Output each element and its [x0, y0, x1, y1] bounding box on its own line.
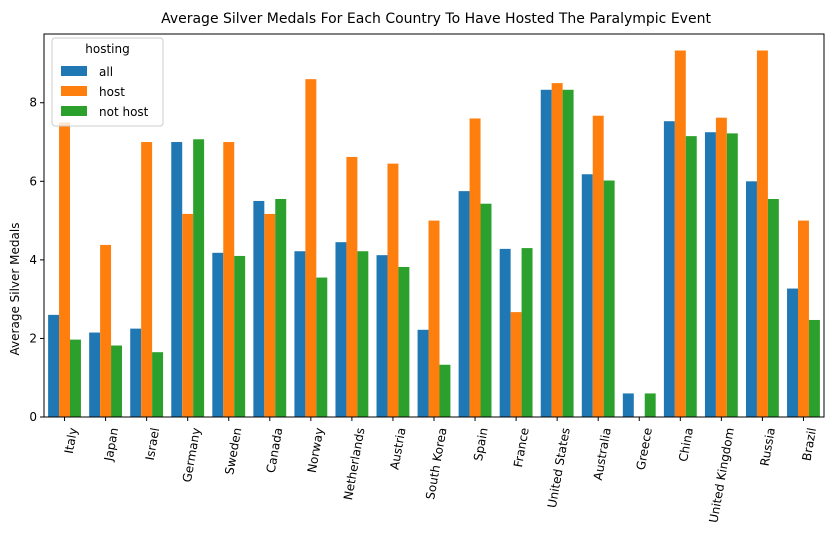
bar — [592, 115, 604, 418]
legend-swatch — [61, 86, 87, 96]
bar — [644, 393, 656, 417]
bar — [540, 89, 552, 417]
y-tick-label: 0 — [29, 410, 37, 424]
x-tick-label: Italy — [62, 427, 80, 455]
bar — [182, 213, 194, 417]
bar — [70, 339, 81, 417]
x-tick-label: United Kingdom — [706, 427, 737, 524]
legend-label: host — [99, 85, 125, 99]
legend-label: not host — [99, 105, 149, 119]
bar — [439, 364, 451, 417]
bar — [756, 50, 768, 417]
bar — [171, 142, 183, 417]
bar — [715, 117, 727, 418]
y-tick-label: 6 — [29, 174, 37, 188]
bar — [316, 277, 328, 417]
bar — [212, 252, 224, 417]
bar — [480, 203, 492, 417]
bar — [521, 248, 533, 417]
bar — [562, 89, 574, 417]
bar — [510, 312, 522, 417]
x-tick-label: Canada — [264, 427, 286, 474]
bar — [275, 198, 287, 417]
legend-label: all — [99, 65, 113, 79]
legend: hosting all host not host — [51, 37, 164, 127]
bar — [89, 332, 101, 417]
plot-frame — [43, 33, 825, 418]
bar — [428, 220, 440, 417]
y-tick-label: 4 — [29, 253, 37, 267]
legend-title: hosting — [85, 42, 129, 56]
x-tick-label: Japan — [101, 427, 121, 463]
x-axis: Italy Japan Israel Germany Sweden Canada Norwa… — [62, 417, 819, 524]
bar — [469, 118, 481, 418]
bar — [376, 255, 388, 417]
y-tick-label: 8 — [29, 96, 37, 110]
y-axis-title: Average Silver Medals — [8, 223, 22, 356]
bar — [141, 142, 153, 417]
x-tick-label: Spain — [471, 427, 491, 462]
bar — [551, 83, 563, 417]
bar — [130, 328, 142, 417]
bar — [152, 352, 164, 417]
bar — [746, 181, 757, 417]
x-tick-label: United States — [545, 427, 573, 509]
x-tick-label: Netherlands — [341, 427, 367, 501]
x-tick-label: Russia — [758, 427, 778, 467]
x-tick-label: Brazil — [799, 427, 819, 462]
bar — [387, 163, 399, 417]
x-tick-label: South Korea — [423, 427, 449, 501]
bar — [357, 251, 369, 417]
bar — [48, 314, 60, 417]
x-tick-label: Norway — [305, 427, 327, 474]
legend-swatch — [61, 106, 87, 116]
bar — [808, 319, 820, 417]
bar — [458, 191, 470, 417]
bar — [305, 79, 317, 418]
x-tick-label: China — [676, 427, 696, 463]
bar — [798, 220, 809, 417]
bar — [264, 213, 276, 417]
x-tick-label: Israel — [143, 427, 162, 462]
bar — [346, 156, 358, 417]
x-tick-label: France — [511, 427, 532, 469]
x-tick-label: Germany — [180, 427, 203, 484]
bar — [674, 50, 686, 417]
bar — [787, 288, 798, 417]
bar — [622, 393, 634, 417]
bar — [193, 139, 205, 417]
chart-title: Average Silver Medals For Each Country T… — [161, 11, 711, 27]
bar — [223, 142, 235, 417]
bar — [100, 244, 112, 417]
bar — [603, 180, 615, 417]
bar — [499, 248, 511, 417]
legend-box — [51, 37, 164, 127]
bar — [59, 122, 70, 417]
bar — [704, 132, 716, 417]
bar — [253, 200, 265, 417]
bar — [767, 198, 779, 417]
x-tick-label: Australia — [591, 427, 614, 482]
legend-swatch — [61, 66, 87, 76]
bar — [294, 251, 306, 417]
bar — [663, 121, 675, 418]
bar — [685, 136, 697, 417]
bar — [398, 266, 410, 417]
x-tick-label: Austria — [387, 427, 408, 471]
bar — [726, 133, 738, 417]
bar — [234, 255, 246, 417]
x-tick-label: Sweden — [222, 427, 244, 476]
y-axis: 0 2 4 6 8 — [29, 96, 44, 424]
x-tick-label: Greece — [634, 427, 655, 472]
bar — [581, 174, 593, 417]
y-tick-label: 2 — [29, 331, 37, 345]
bar — [417, 329, 429, 417]
bars-group — [48, 50, 820, 418]
bar — [335, 242, 347, 417]
bar — [111, 345, 122, 417]
